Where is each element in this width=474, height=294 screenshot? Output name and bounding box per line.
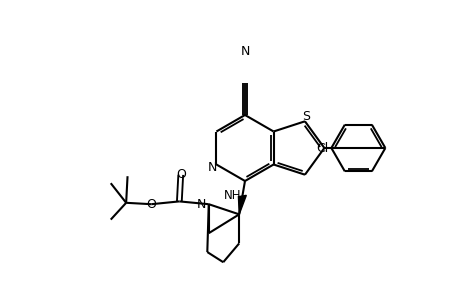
Text: N: N (196, 198, 206, 211)
Text: O: O (176, 168, 186, 181)
Text: NH: NH (224, 189, 241, 203)
Text: N: N (240, 44, 250, 58)
Text: S: S (302, 110, 310, 123)
Polygon shape (238, 195, 246, 214)
Text: N: N (208, 161, 217, 173)
Text: O: O (146, 198, 156, 211)
Text: Cl: Cl (316, 141, 328, 155)
